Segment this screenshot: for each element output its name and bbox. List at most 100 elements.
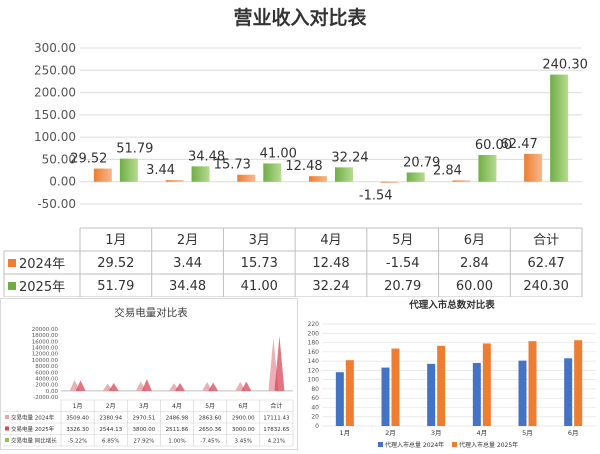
category-label: 3月 — [139, 403, 149, 410]
y-tick-label: 80 — [311, 386, 319, 393]
bar-2025 — [437, 345, 446, 426]
y-tick-label: 2000.00 — [35, 383, 58, 389]
data-label: 34.48 — [188, 149, 225, 164]
bar-2025 — [574, 340, 583, 426]
agent-count-chart-title: 代理入市总数对比表 — [408, 299, 495, 311]
category-label: 4月 — [172, 403, 182, 410]
y-tick-label: 6000.00 — [35, 370, 58, 376]
y-tick-label: 140 — [308, 358, 320, 365]
table-cell: 1.00% — [168, 439, 185, 445]
bar-2024 — [335, 372, 344, 426]
legend-label: 代理入市总量 2025年 — [459, 441, 518, 449]
table-cell: -1.54 — [386, 256, 420, 271]
y-tick-label: 20 — [311, 414, 319, 421]
table-cell: 6.85% — [102, 439, 119, 445]
y-tick-label: 180 — [308, 340, 320, 347]
table-cell: 32.24 — [312, 279, 349, 294]
y-tick-label: 120 — [308, 367, 320, 374]
table-cell: 2863.60 — [199, 416, 222, 422]
y-tick-label: -50.00 — [37, 197, 76, 211]
y-tick-label: 160 — [308, 349, 320, 356]
data-label: 41.00 — [260, 146, 297, 161]
bar-2024 — [93, 168, 112, 182]
y-tick-label: 0.00 — [49, 175, 76, 189]
bar-2024 — [381, 367, 390, 426]
category-label: 2月 — [385, 429, 396, 437]
revenue-chart-title: 营业收入对比表 — [233, 6, 367, 29]
y-tick-label: 150.00 — [34, 108, 76, 122]
table-cell: 20.79 — [384, 279, 421, 294]
y-tick-label: 20000.00 — [32, 327, 59, 333]
legend-label: 交易电量 2025年 — [11, 425, 55, 433]
table-cell: 2380.94 — [99, 416, 122, 422]
category-label: 1月 — [73, 403, 83, 410]
agent-count-chart-panel: 代理入市总数对比表 220 200 180 160 140 120 100 80 60 40 20 0… — [302, 298, 600, 450]
bar-2024 — [380, 181, 399, 183]
table-cell: 12.48 — [312, 256, 349, 271]
category-label: 6月 — [568, 429, 579, 437]
category-label: 2月 — [177, 233, 198, 248]
category-label: 5月 — [392, 233, 413, 248]
y-tick-label: 4000.00 — [35, 376, 58, 382]
y-tick-label: 220 — [308, 321, 320, 328]
bar-2024 — [518, 360, 527, 426]
trade-volume-chart: 交易电量对比表 20000.0018000.0016000.0014000.00… — [3, 306, 294, 447]
legend-swatch — [5, 426, 9, 431]
table-cell: 3.44 — [173, 256, 202, 271]
category-label: 3月 — [431, 429, 442, 437]
table-cell: 17832.65 — [263, 427, 290, 433]
legend-swatch — [452, 442, 457, 447]
revenue-chart: 营业收入对比表 300.00 250.00 200.00 150.00 100.00 50… — [3, 6, 588, 298]
legend-swatch — [8, 259, 16, 267]
bar-2025 — [391, 348, 400, 426]
data-label: 20.79 — [403, 155, 440, 170]
y-tick-label: 8000.00 — [35, 364, 58, 370]
legend-label: 代理入市总量 2024年 — [385, 441, 444, 449]
data-label: 2.84 — [433, 163, 462, 178]
bar-2025 — [335, 167, 353, 182]
data-label: 51.79 — [116, 142, 153, 157]
table-cell: 41.00 — [241, 279, 278, 294]
bar-2025 — [550, 74, 569, 182]
data-label: 3.44 — [146, 163, 175, 178]
y-tick-label: 10000.00 — [32, 358, 59, 364]
y-tick-label: 18000.00 — [32, 333, 59, 339]
y-tick-label: 200.00 — [34, 86, 76, 100]
data-label: 12.48 — [285, 159, 322, 174]
table-cell: -7.45% — [200, 439, 219, 445]
table-cell: 240.30 — [523, 279, 569, 294]
area-peak-2025 — [75, 380, 86, 391]
y-tick-label: 50.00 — [42, 152, 76, 166]
legend-swatch — [5, 438, 9, 442]
table-cell: 2486.98 — [166, 416, 189, 422]
table-cell: 17111.43 — [263, 416, 290, 422]
table-cell: 2.84 — [460, 256, 489, 271]
category-label: 2月 — [106, 403, 116, 410]
category-label: 合计 — [533, 233, 559, 248]
data-label: 60.00 — [475, 138, 512, 153]
bar-2025 — [119, 158, 138, 182]
category-label: 6月 — [464, 233, 485, 248]
area-peak-2025 — [175, 383, 185, 391]
bar-2024 — [524, 153, 543, 182]
area-peak-2025 — [208, 382, 219, 391]
bar-2025 — [191, 166, 210, 182]
bar-2025 — [528, 341, 537, 426]
data-label: 62.47 — [501, 137, 538, 152]
bar-2024 — [309, 176, 327, 182]
agent-count-chart: 代理入市总数对比表 220200180160140120100806040200… — [308, 299, 596, 449]
legend-label: 2025年 — [19, 280, 65, 295]
category-label: 5月 — [522, 429, 533, 437]
table-cell: 3000.00 — [232, 427, 255, 433]
data-label: 29.52 — [70, 152, 107, 167]
category-label: 1月 — [105, 233, 126, 248]
table-cell: 60.00 — [456, 279, 493, 294]
revenue-chart-panel: 营业收入对比表 300.00 250.00 200.00 150.00 100.00 50… — [3, 6, 588, 298]
bar-2024 — [452, 180, 471, 182]
y-tick-label: 60 — [311, 395, 319, 402]
category-label: 4月 — [477, 429, 488, 437]
category-label: 6月 — [238, 403, 248, 410]
bar-2025 — [482, 343, 491, 426]
data-label: 240.30 — [542, 58, 588, 73]
category-label: 3月 — [249, 233, 270, 248]
